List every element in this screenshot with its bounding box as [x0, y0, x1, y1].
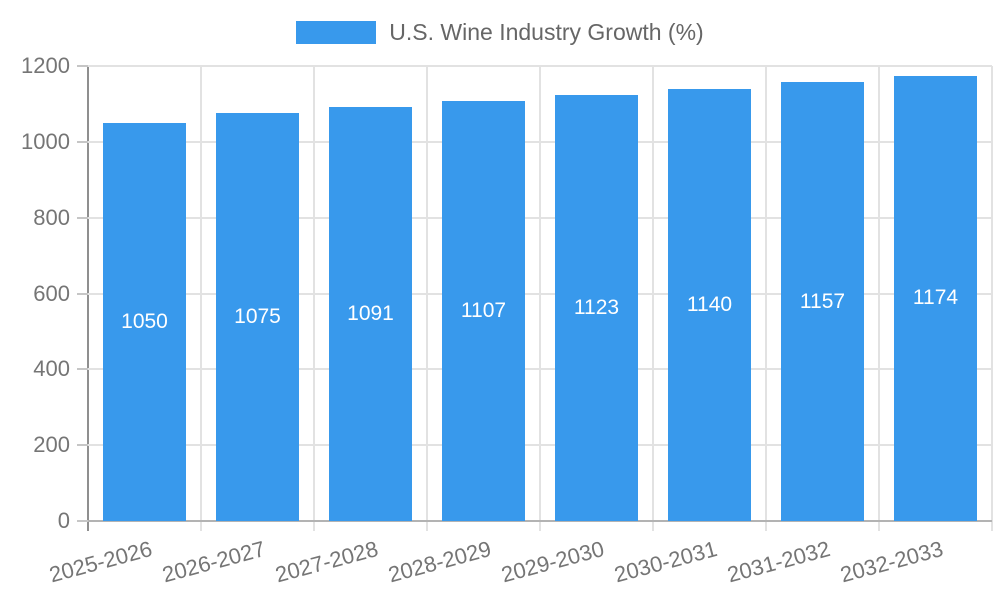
x-axis-line: [88, 520, 992, 522]
gridline-horizontal: [88, 444, 992, 447]
legend-color-swatch: [296, 21, 377, 44]
bar[interactable]: [103, 122, 186, 521]
y-tick-label: 400: [33, 356, 70, 382]
gridline-horizontal: [88, 292, 992, 295]
gridline-vertical: [313, 66, 315, 531]
bar[interactable]: [668, 88, 751, 521]
y-axis-tick: [77, 65, 88, 67]
legend-label: U.S. Wine Industry Growth (%): [389, 19, 704, 45]
y-tick-label: 600: [33, 280, 70, 306]
gridline-horizontal: [88, 216, 992, 219]
gridline-vertical: [539, 66, 541, 531]
y-axis-tick: [77, 140, 88, 143]
y-tick-label: 800: [33, 204, 70, 230]
bar[interactable]: [555, 95, 638, 521]
gridline-horizontal: [88, 368, 992, 371]
x-tick-label: 2029-2030: [498, 536, 607, 588]
gridline-vertical: [878, 66, 880, 531]
y-axis-tick: [77, 444, 88, 447]
y-axis-tick: [77, 368, 88, 371]
gridline-vertical: [426, 66, 428, 531]
y-tick-label: 1200: [21, 53, 70, 78]
y-tick-label: 0: [57, 508, 70, 533]
bar[interactable]: [329, 107, 412, 521]
bar[interactable]: [894, 75, 977, 521]
bar[interactable]: [781, 82, 864, 521]
gridline-horizontal: [88, 65, 992, 67]
legend-item[interactable]: U.S. Wine Industry Growth (%): [296, 19, 704, 46]
y-tick-label: 200: [33, 432, 70, 458]
x-tick-label: 2026-2027: [159, 536, 268, 588]
bar[interactable]: [216, 113, 299, 521]
x-tick-label: 2030-2031: [611, 536, 720, 588]
x-tick-label: 2031-2032: [724, 536, 833, 588]
x-tick-label: 2028-2029: [385, 536, 494, 588]
gridline-vertical: [991, 66, 993, 531]
gridline-vertical: [652, 66, 654, 531]
x-tick-label: 2032-2033: [837, 536, 946, 588]
gridline-horizontal: [88, 140, 992, 143]
y-tick-label: 1000: [21, 128, 70, 154]
bar[interactable]: [442, 101, 525, 521]
y-axis-tick: [77, 520, 88, 522]
gridline-vertical: [765, 66, 767, 531]
y-axis-tick: [77, 216, 88, 219]
x-tick-label: 2025-2026: [46, 536, 155, 588]
y-axis-line: [87, 66, 89, 531]
chart-legend: U.S. Wine Industry Growth (%): [0, 19, 1000, 46]
x-tick-label: 2027-2028: [272, 536, 381, 588]
gridline-vertical: [200, 66, 202, 531]
y-axis-tick: [77, 292, 88, 295]
